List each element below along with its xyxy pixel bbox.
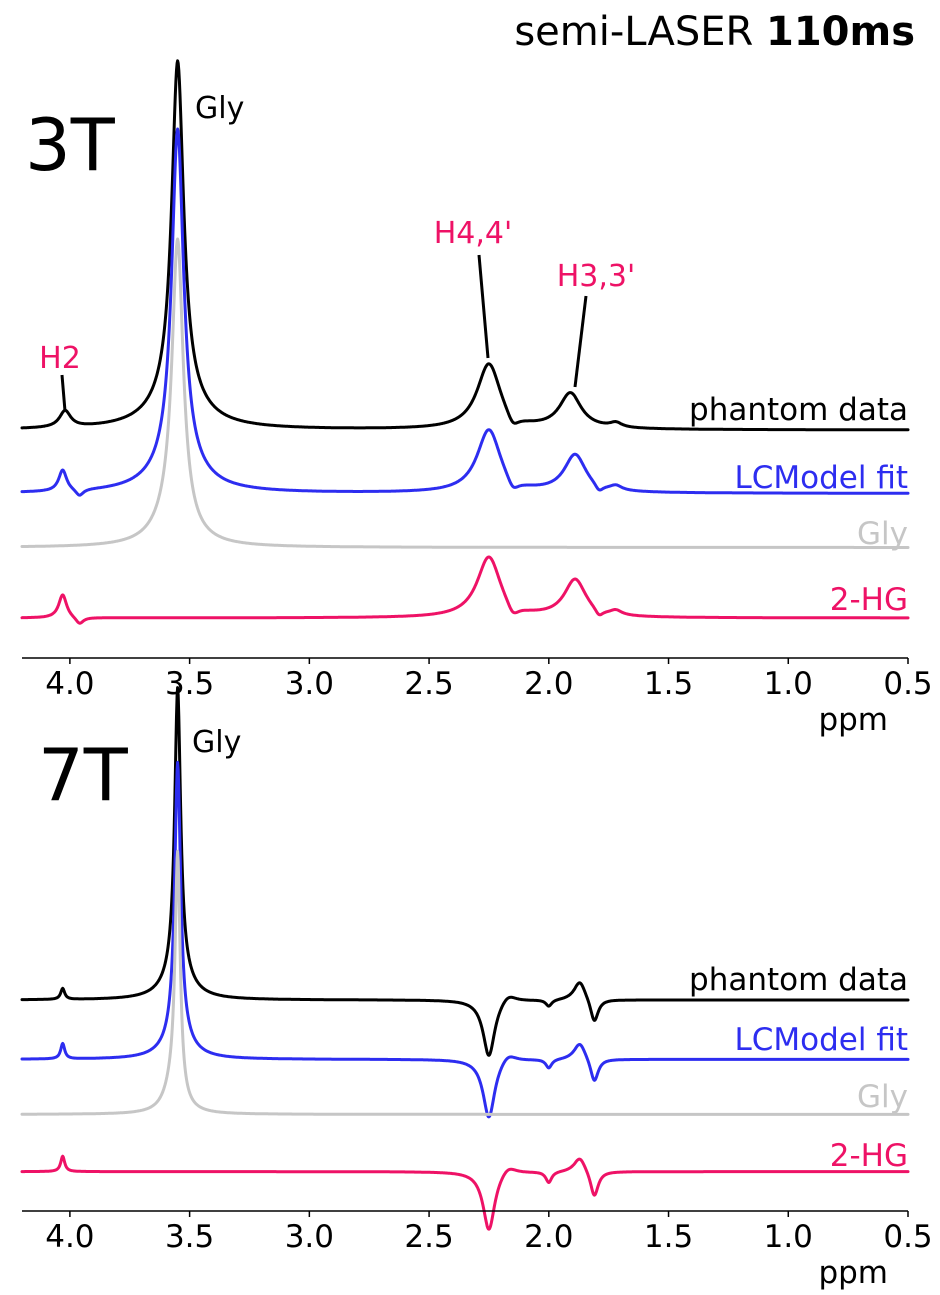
series-phantom-line (20, 59, 910, 432)
series-fit-line (20, 760, 910, 1119)
x-tick-label: 3.0 (285, 1219, 334, 1255)
series-hg-label: 2-HG (830, 582, 908, 618)
title-bold: 110ms (766, 9, 915, 55)
series-gly-line (20, 237, 910, 549)
series-phantom-label: phantom data (689, 962, 908, 998)
annotation-label: H3,3' (557, 259, 636, 294)
x-tick-label: 3.5 (165, 666, 214, 702)
series-fit-label: LCModel fit (734, 1022, 908, 1058)
annotation-pointer-line (573, 295, 588, 388)
x-tick-label: 1.0 (764, 666, 813, 702)
panel-label: 3T (25, 103, 116, 187)
series-gly-line (20, 849, 910, 1116)
annotation-pointer-line (477, 254, 490, 359)
x-tick-label: 0.5 (883, 1219, 932, 1255)
x-tick-label: 4.0 (45, 666, 94, 702)
x-tick-label: 2.5 (404, 1219, 453, 1255)
series-gly-label: Gly (857, 516, 908, 552)
x-tick-label: 4.0 (45, 1219, 94, 1255)
series-fit-line (20, 127, 910, 497)
x-tick-label: 3.0 (285, 666, 334, 702)
series-fit-label: LCModel fit (734, 460, 908, 496)
x-tick-label: 2.0 (524, 666, 573, 702)
panel-3t: 3T phantom data LCModel fit Gly 2-HG Gly H2 H4,… (20, 59, 933, 738)
x-tick-label: 0.5 (883, 666, 932, 702)
panel-7t: 7T phantom data LCModel fit Gly 2-HG Gly 4.0 3.… (20, 686, 933, 1291)
x-tick-label: 1.5 (644, 666, 693, 702)
annotation-pointer-line (60, 374, 67, 412)
annotation-label: H2 (39, 341, 81, 376)
panel-label: 7T (38, 733, 129, 817)
x-tick-label: 1.5 (644, 1219, 693, 1255)
annotation-gly-label: Gly (195, 91, 244, 126)
series-phantom-line (20, 686, 910, 1057)
series-hg-line (20, 555, 910, 625)
series-gly-label: Gly (857, 1079, 908, 1115)
title-prefix: semi-LASER (514, 9, 766, 55)
annotation-gly-label: Gly (192, 725, 241, 760)
x-tick-label: 2.5 (404, 666, 453, 702)
series-hg-label: 2-HG (830, 1138, 908, 1174)
series-phantom-label: phantom data (689, 392, 908, 428)
x-axis-unit-label: ppm (818, 1255, 888, 1291)
figure-title: semi-LASER 110ms (514, 9, 915, 55)
x-axis-unit-label: ppm (818, 702, 888, 738)
series-hg-line (20, 1154, 910, 1231)
x-tick-label: 3.5 (165, 1219, 214, 1255)
x-tick-label: 1.0 (764, 1219, 813, 1255)
annotation-label: H4,4' (434, 216, 513, 251)
x-tick-label: 2.0 (524, 1219, 573, 1255)
